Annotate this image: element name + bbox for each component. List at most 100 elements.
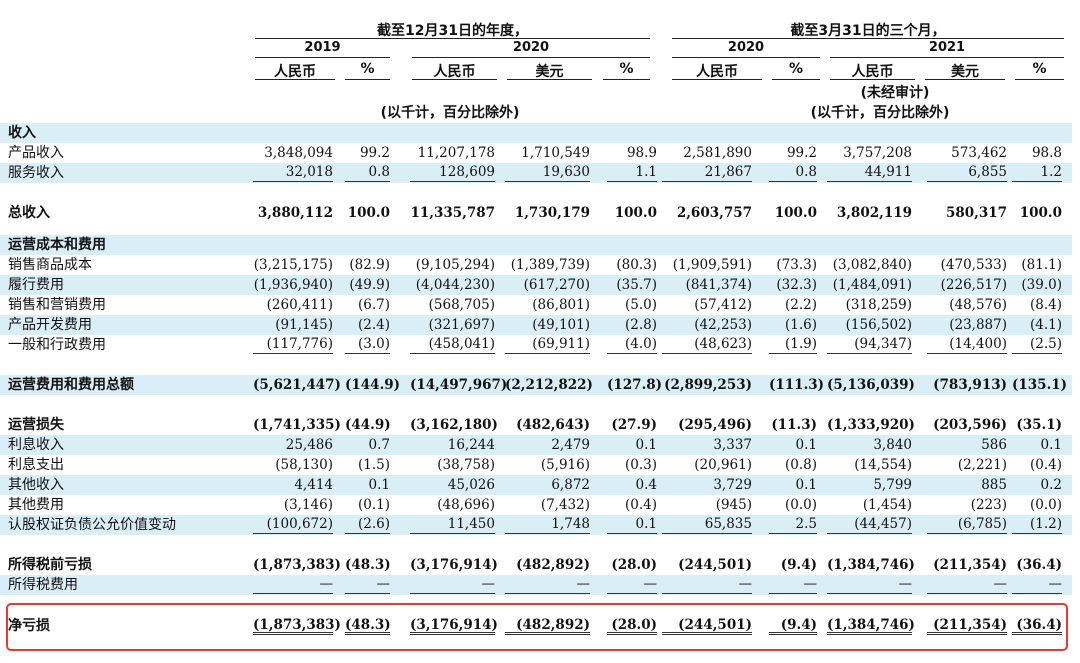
table-cell: 1,710,549 <box>521 145 590 161</box>
table-cell: — <box>410 575 495 594</box>
table-row: 利息收入 25,486 0.7 16,244 2,479 0.1 3,337 0.1 3,840… <box>0 435 1072 455</box>
table-cell: 45,026 <box>447 477 495 493</box>
table-cell: 0.1 <box>368 477 390 493</box>
table-cell: (318,259) <box>845 297 912 313</box>
table-cell: (5,621,447) <box>253 377 341 393</box>
table-cell: — <box>607 575 657 594</box>
col-header: 人民币 <box>433 64 476 80</box>
row-label: 销售商品成本 <box>8 257 92 273</box>
col-header: % <box>360 61 375 77</box>
table-cell: (1,484,091) <box>832 277 912 293</box>
table-row: 产品开发费用 (91,145) (2.4) (321,697) (49,101) (2.8… <box>0 315 1072 335</box>
col-header: 人民币 <box>274 64 316 80</box>
table-row: 利息支出 (58,130) (1.5) (38,758) (5,916) (0.3) (20… <box>0 455 1072 475</box>
row-label: 运营费用和费用总额 <box>8 377 134 393</box>
year-header-2020-annual: 2020 <box>512 40 550 55</box>
table-cell: (568,705) <box>428 297 495 313</box>
table-cell: (1,454) <box>862 497 912 513</box>
table-cell: (783,913) <box>933 377 1007 393</box>
table-cell: (1,873,383) <box>253 617 341 635</box>
table-cell: 100.0 <box>347 205 390 221</box>
table-cell: (86,801) <box>532 297 590 313</box>
table-row: 销售商品成本 (3,215,175) (82.9) (9,105,294) (1,389… <box>0 255 1072 275</box>
col-header-rule <box>672 79 762 80</box>
col-header-rule <box>1015 79 1064 80</box>
table-cell: (44,457) <box>827 515 912 534</box>
table-cell: (7,432) <box>540 497 590 513</box>
table-cell: (0.1) <box>357 497 390 513</box>
table-cell: (3,176,914) <box>410 557 498 573</box>
table-cell: (144.9) <box>345 377 401 393</box>
table-cell: (1.2) <box>1012 515 1062 534</box>
table-cell: (203,596) <box>933 417 1007 433</box>
table-cell: (321,697) <box>428 317 495 333</box>
row-label: 所得税费用 <box>8 577 78 593</box>
table-cell: (9.4) <box>769 616 817 635</box>
table-cell: (1,333,920) <box>827 417 915 433</box>
table-cell: (1,741,335) <box>253 417 341 433</box>
table-cell: (42,253) <box>694 317 752 333</box>
col-header: 人民币 <box>696 64 738 80</box>
table-cell: (1,873,383) <box>253 557 341 573</box>
table-cell: 580,317 <box>945 205 1007 221</box>
table-cell: (260,411) <box>266 297 333 313</box>
year-group-header: 截至12月31日的年度， <box>377 23 528 39</box>
row-label: 运营损失 <box>8 417 64 433</box>
table-cell: (211,354) <box>933 557 1007 573</box>
table-cell: (0.8) <box>784 457 817 473</box>
table-cell: (49.9) <box>349 277 390 293</box>
table-cell: (3.0) <box>345 335 390 354</box>
table-cell: (73.3) <box>776 257 817 273</box>
table-cell: (48,696) <box>437 497 495 513</box>
table-cell: (14,497,967) <box>410 377 508 393</box>
table-cell: (20,961) <box>694 457 752 473</box>
year-group-rule <box>255 38 650 39</box>
table-row: 履行费用 (1,936,940) (49.9) (4,044,230) (617,270… <box>0 275 1072 295</box>
table-cell: (945) <box>715 497 752 513</box>
table-cell: 98.9 <box>626 145 657 161</box>
table-cell: 11,335,787 <box>410 205 495 221</box>
table-cell: 3,880,112 <box>257 205 333 221</box>
table-cell: 4,414 <box>294 477 333 493</box>
table-cell: — <box>505 575 590 594</box>
table-cell: (38,758) <box>437 457 495 473</box>
table-cell: (9.4) <box>780 557 817 573</box>
table-cell: (0.4) <box>1029 457 1062 473</box>
table-cell: (91,145) <box>275 317 333 333</box>
row-label: 利息支出 <box>8 457 64 473</box>
row-label: 产品开发费用 <box>8 317 92 333</box>
table-cell: 1.1 <box>607 163 657 182</box>
table-cell: (6.7) <box>357 297 390 313</box>
table-cell: (11.3) <box>771 417 817 433</box>
table-cell: (0.3) <box>624 457 657 473</box>
table-cell: (4,044,230) <box>415 277 495 293</box>
table-cell: (39.0) <box>1021 277 1062 293</box>
table-cell: (1,384,746) <box>827 617 915 635</box>
table-cell: (5.0) <box>624 297 657 313</box>
table-cell: (44.9) <box>345 417 391 433</box>
table-cell: 11,207,178 <box>417 145 495 161</box>
quarter-group-rule <box>672 38 1064 39</box>
table-cell: 100.0 <box>1019 205 1062 221</box>
table-cell: (36.4) <box>1012 616 1062 635</box>
table-cell: 5,799 <box>873 477 912 493</box>
table-cell: 128,609 <box>410 163 495 182</box>
year-rule-2020-quarter <box>672 57 820 58</box>
table-cell: (9,105,294) <box>415 257 495 273</box>
year-rule-2019 <box>255 57 390 58</box>
table-cell: (6,785) <box>927 515 1007 534</box>
table-cell: 3,337 <box>713 437 752 453</box>
table-cell: (36.4) <box>1016 557 1062 573</box>
table-cell: 21,867 <box>662 163 752 182</box>
table-cell: (2.6) <box>345 515 390 534</box>
row-label: 收入 <box>8 125 36 141</box>
row-label: 履行费用 <box>8 277 64 293</box>
col-header-rule <box>345 79 390 80</box>
table-cell: — <box>662 575 752 594</box>
row-label: 运营成本和费用 <box>8 237 106 253</box>
table-cell: (49,101) <box>532 317 590 333</box>
table-cell: (2,899,253) <box>664 377 752 393</box>
table-cell: (1.9) <box>769 335 817 354</box>
table-cell: 3,757,208 <box>843 145 912 161</box>
row-label: 其他收入 <box>8 477 64 493</box>
